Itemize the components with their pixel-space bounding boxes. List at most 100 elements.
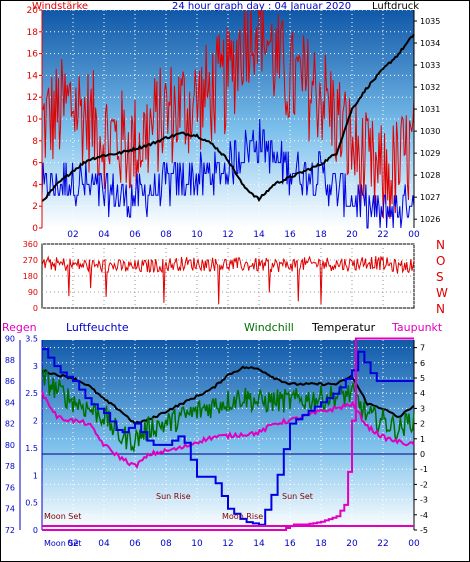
humidity-tick-label: 86	[5, 377, 15, 386]
humidity-tick-label: 78	[5, 462, 15, 471]
hour-tick-label: 16	[284, 539, 296, 549]
humidity-tick-label: 72	[5, 526, 15, 535]
astro-annotations: Moon Set Sun Rise Moon Rise Sun Set Moon…	[44, 492, 313, 548]
dewpoint-line	[41, 390, 415, 470]
humidity-tick-label: 82	[5, 420, 15, 429]
wind-tick-label: 6	[32, 159, 38, 169]
hour-ticks-top: 02 04 06 08 10 12 14 16 18 20 22 00	[67, 230, 420, 240]
pressure-tick-label: 1029	[420, 149, 440, 158]
sun-set-label: Sun Set	[282, 492, 313, 501]
humidity-tick-label: 88	[5, 356, 15, 365]
pressure-line	[41, 33, 415, 202]
wind-strength-series	[41, 9, 415, 229]
humidity-tick-label: 74	[5, 505, 15, 514]
rain-tick-label: 1.5	[25, 444, 38, 453]
compass-tick-label: W	[436, 286, 448, 300]
wind-tick-label: 0	[32, 224, 38, 234]
temperature-tick-label: 6	[420, 359, 425, 368]
pressure-label: Luftdruck	[372, 1, 419, 12]
windchill-line	[41, 368, 415, 454]
wind-tick-label: 16	[27, 50, 39, 60]
hour-ticks-bottom: 02 04 06 08 10 12 14 16 18 20 22 00	[67, 539, 420, 549]
wind-tick-label: 10	[27, 115, 39, 125]
rain-tick-label: 3	[33, 362, 38, 371]
rain-tick-label: 2.5	[25, 389, 38, 398]
temperature-tick-label: -5	[420, 526, 428, 535]
compass-tick-label: N	[436, 302, 445, 316]
rain-tick-label: 0	[33, 526, 38, 535]
humidity-ticks: 72 74 76 78 80 82 84 86 88 90	[5, 334, 15, 535]
temperature-tick-label: 7	[420, 344, 425, 353]
wind-strength-ticks: 0 2 4 6 8 10 12 14 16 18 20	[27, 6, 42, 234]
hour-tick-label: 22	[377, 539, 388, 549]
hour-tick-label: 08	[160, 230, 172, 240]
rain-line	[42, 337, 414, 531]
direction-tick-label: 360	[23, 240, 38, 249]
compass-tick-label: O	[436, 254, 445, 268]
direction-tick-label: 90	[28, 288, 38, 297]
temperature-tick-label: 1	[420, 435, 425, 444]
hour-tick-label: 10	[191, 230, 203, 240]
humidity-line	[42, 348, 414, 526]
rain-tick-label: 1	[33, 471, 38, 480]
pressure-tick-label: 1035	[420, 17, 440, 26]
hour-tick-label: 14	[253, 539, 265, 549]
hour-tick-label: 16	[284, 230, 296, 240]
pressure-tick-label: 1027	[420, 193, 440, 202]
pressure-tick-label: 1028	[420, 171, 440, 180]
rain-ticks: 0 0.5 1 1.5 2 2.5 3 3.5	[25, 334, 38, 535]
wind-tick-label: 12	[27, 93, 38, 103]
humidity-tick-label: 76	[5, 483, 15, 492]
hour-tick-label: 22	[377, 230, 388, 240]
humidity-tick-label: 90	[5, 334, 15, 343]
hour-tick-label: 12	[222, 230, 233, 240]
windchill-label: Windchill	[244, 321, 294, 334]
temperature-label: Temperatur	[311, 321, 376, 334]
moon-set-label: Moon Set	[44, 512, 81, 521]
wind-gust-line	[41, 9, 415, 219]
dewpoint-label: Taupunkt	[391, 321, 443, 334]
hour-tick-label: 20	[346, 230, 358, 240]
temperature-tick-label: 2	[420, 420, 425, 429]
hour-tick-label: 02	[67, 230, 78, 240]
direction-tick-label: 270	[23, 256, 38, 265]
sun-rise-label: Sun Rise	[156, 492, 191, 501]
temperature-tick-label: -2	[420, 480, 428, 489]
wind-direction-line	[41, 255, 415, 305]
compass-tick-label: S	[436, 270, 444, 284]
humidity-tick-label: 84	[5, 398, 15, 407]
moon-rise-label: Moon Rise	[222, 512, 263, 521]
temperature-tick-label: 0	[420, 450, 425, 459]
wind-tick-label: 2	[32, 202, 38, 212]
wind-direction-series	[41, 255, 415, 305]
hour-tick-label: 10	[191, 539, 203, 549]
compass-tick-label: N	[436, 238, 445, 252]
pressure-tick-label: 1026	[420, 215, 440, 224]
hour-tick-label: 14	[253, 230, 265, 240]
wind-strength-label: Windstärke	[32, 1, 88, 12]
hour-tick-label: 06	[129, 230, 141, 240]
wind-tick-label: 20	[27, 6, 39, 16]
wind-direction-grid	[42, 243, 415, 309]
hour-tick-label: 00	[408, 230, 420, 240]
temperature-tick-label: -3	[420, 496, 428, 505]
moon-set-label-bottom: Moon Set	[44, 539, 81, 548]
humidity-label: Luftfeuchte	[66, 321, 129, 334]
pressure-tick-label: 1033	[420, 61, 440, 70]
pressure-tick-label: 1030	[420, 127, 440, 136]
wind-direction-degree-ticks: 0 90 180 270 360	[23, 240, 38, 313]
wind-tick-label: 14	[27, 71, 39, 81]
temperature-ticks: -5 -4 -3 -2 -1 0 1 2 3 4 5 6 7	[414, 344, 428, 535]
rain-tick-label: 3.5	[25, 334, 38, 343]
temperature-tick-label: 4	[420, 389, 425, 398]
wind-mean-line	[41, 118, 415, 229]
rain-label: Regen	[2, 321, 37, 334]
wind-tick-label: 18	[27, 28, 39, 38]
wind-tick-label: 8	[32, 137, 38, 147]
hour-tick-label: 00	[408, 539, 420, 549]
hour-tick-label: 04	[98, 230, 110, 240]
temperature-humidity-panel: Regen Luftfeuchte Windchill Temperatur T…	[2, 321, 443, 549]
